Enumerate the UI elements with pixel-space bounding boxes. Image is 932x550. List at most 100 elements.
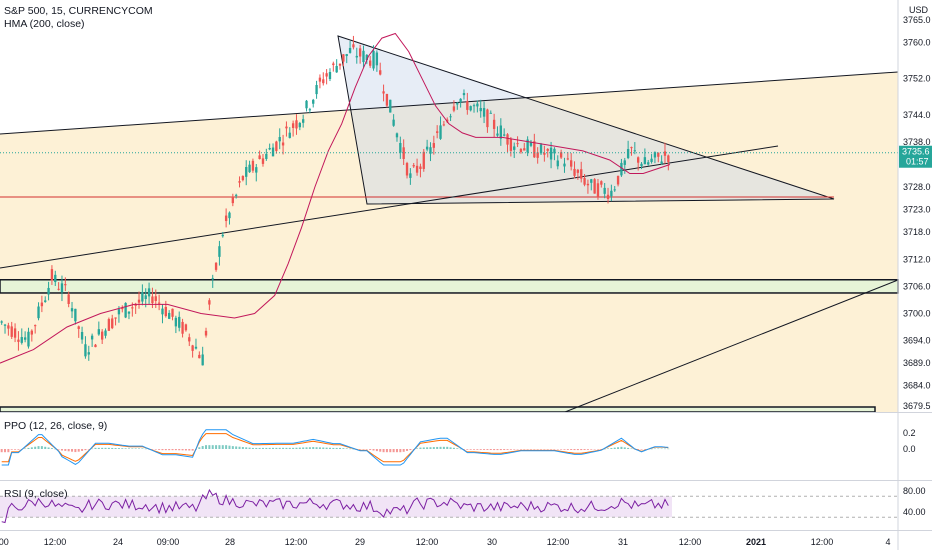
candle-body bbox=[637, 157, 640, 163]
candle-body bbox=[566, 158, 569, 160]
candle-body bbox=[141, 292, 144, 302]
ppo-histogram-bar bbox=[352, 448, 355, 450]
candle-body bbox=[291, 123, 295, 128]
candle-body bbox=[168, 312, 171, 319]
price-pane[interactable] bbox=[0, 32, 899, 413]
candle-body bbox=[198, 354, 201, 359]
ppo-histogram-bar bbox=[399, 449, 402, 453]
ppo-pane[interactable] bbox=[0, 429, 670, 466]
candle-body bbox=[342, 54, 345, 62]
ppo-histogram-bar bbox=[77, 449, 80, 452]
candle-body bbox=[369, 60, 372, 66]
ppo-histogram-bar bbox=[342, 448, 345, 449]
candle-body bbox=[184, 324, 188, 331]
candle-body bbox=[285, 126, 288, 129]
candle-body bbox=[586, 183, 590, 186]
zone-box-upper[interactable] bbox=[0, 279, 899, 294]
ppo-histogram-bar bbox=[469, 449, 472, 450]
time-tick-label: 12:00 bbox=[44, 537, 67, 547]
candle-body bbox=[214, 262, 218, 270]
candle-body bbox=[121, 307, 124, 310]
candle-body bbox=[211, 278, 214, 280]
rsi-pane[interactable] bbox=[0, 488, 898, 524]
zone-box-lower[interactable] bbox=[0, 406, 876, 413]
ppo-histogram-bar bbox=[483, 449, 486, 450]
candle-body bbox=[630, 147, 633, 149]
triangle-outline[interactable] bbox=[337, 35, 835, 205]
candle-body bbox=[610, 190, 613, 197]
time-tick-label: 12:00 bbox=[679, 537, 702, 547]
ppo-tick-label: 0.2 bbox=[903, 428, 916, 438]
ppo-line[interactable] bbox=[1, 429, 669, 466]
candle-body bbox=[449, 116, 452, 118]
ppo-signal-line[interactable] bbox=[1, 433, 669, 463]
candle-body bbox=[325, 73, 328, 77]
ppo-histogram-bar bbox=[124, 448, 127, 449]
candle-body bbox=[47, 287, 50, 295]
ppo-tick-label: 0.0 bbox=[903, 444, 916, 454]
price-tick-label: 3706.0 bbox=[903, 281, 931, 291]
ppo-label[interactable]: PPO (12, 26, close, 9) bbox=[4, 420, 108, 432]
candle-body bbox=[559, 152, 563, 158]
ppo-histogram-bar bbox=[456, 448, 459, 449]
candle-body bbox=[375, 52, 379, 66]
ppo-histogram-bar bbox=[489, 449, 492, 451]
ppo-histogram-bar bbox=[17, 449, 20, 450]
hma-line[interactable] bbox=[0, 32, 671, 364]
candle-body bbox=[154, 296, 157, 301]
ppo-histogram-bar bbox=[493, 449, 496, 451]
candle-body bbox=[576, 169, 580, 173]
candle-body bbox=[10, 326, 13, 337]
rising-support-line[interactable] bbox=[564, 279, 899, 413]
triangle-pattern[interactable] bbox=[338, 36, 834, 204]
channel-mid-line[interactable] bbox=[0, 145, 779, 269]
symbol-title[interactable]: S&P 500, 15, CURRENCYCOM bbox=[4, 5, 153, 17]
candle-body bbox=[600, 181, 603, 185]
ppo-histogram-bar bbox=[412, 449, 415, 450]
ppo-histogram-bar bbox=[114, 448, 117, 449]
ppo-histogram-bar bbox=[288, 447, 291, 449]
channel-upper-line[interactable] bbox=[0, 71, 899, 135]
candle-body bbox=[218, 246, 221, 257]
candle-body bbox=[657, 152, 660, 157]
ppo-histogram-bar bbox=[171, 449, 174, 451]
candle-body bbox=[111, 318, 114, 329]
ppo-histogram-bar bbox=[84, 449, 87, 451]
time-tick-label: 24 bbox=[113, 537, 123, 547]
hma-legend-label[interactable]: HMA (200, close) bbox=[4, 18, 85, 30]
rsi-label[interactable]: RSI (9, close) bbox=[4, 488, 68, 500]
ppo-histogram-bar bbox=[590, 449, 593, 450]
ppo-histogram-bar bbox=[127, 448, 130, 449]
ppo-histogram-bar bbox=[550, 449, 553, 450]
ppo-histogram-bar bbox=[7, 449, 10, 453]
ppo-histogram-bar bbox=[452, 447, 455, 449]
candle-body bbox=[392, 119, 395, 126]
candle-body bbox=[97, 329, 100, 335]
candle-body bbox=[613, 189, 616, 191]
ppo-histogram-bar bbox=[201, 446, 204, 449]
candle-body bbox=[452, 106, 456, 111]
ppo-histogram-bar bbox=[64, 449, 67, 451]
candle-body bbox=[616, 175, 620, 185]
candle-body bbox=[241, 176, 245, 181]
rsi-line[interactable] bbox=[1, 488, 669, 524]
ppo-histogram-bar bbox=[349, 448, 352, 450]
candle-body bbox=[362, 50, 365, 63]
candles[interactable] bbox=[0, 35, 670, 366]
candle-body bbox=[446, 119, 449, 122]
ppo-histogram-bar bbox=[295, 447, 298, 449]
ppo-histogram-bar bbox=[657, 448, 660, 450]
ppo-histogram-bar bbox=[57, 449, 60, 450]
rsi-tick-label: 40.00 bbox=[903, 507, 926, 517]
time-tick-label: 09:00 bbox=[157, 537, 180, 547]
ppo-histogram-bar bbox=[442, 446, 445, 449]
time-tick-label: 30 bbox=[487, 537, 497, 547]
candle-body bbox=[204, 330, 208, 336]
ppo-histogram-bar bbox=[439, 446, 442, 449]
ppo-histogram-bar bbox=[245, 447, 248, 449]
candle-body bbox=[506, 134, 509, 145]
ppo-histogram-bar bbox=[322, 447, 325, 449]
candle-body bbox=[489, 112, 492, 114]
candle-body bbox=[84, 344, 87, 357]
